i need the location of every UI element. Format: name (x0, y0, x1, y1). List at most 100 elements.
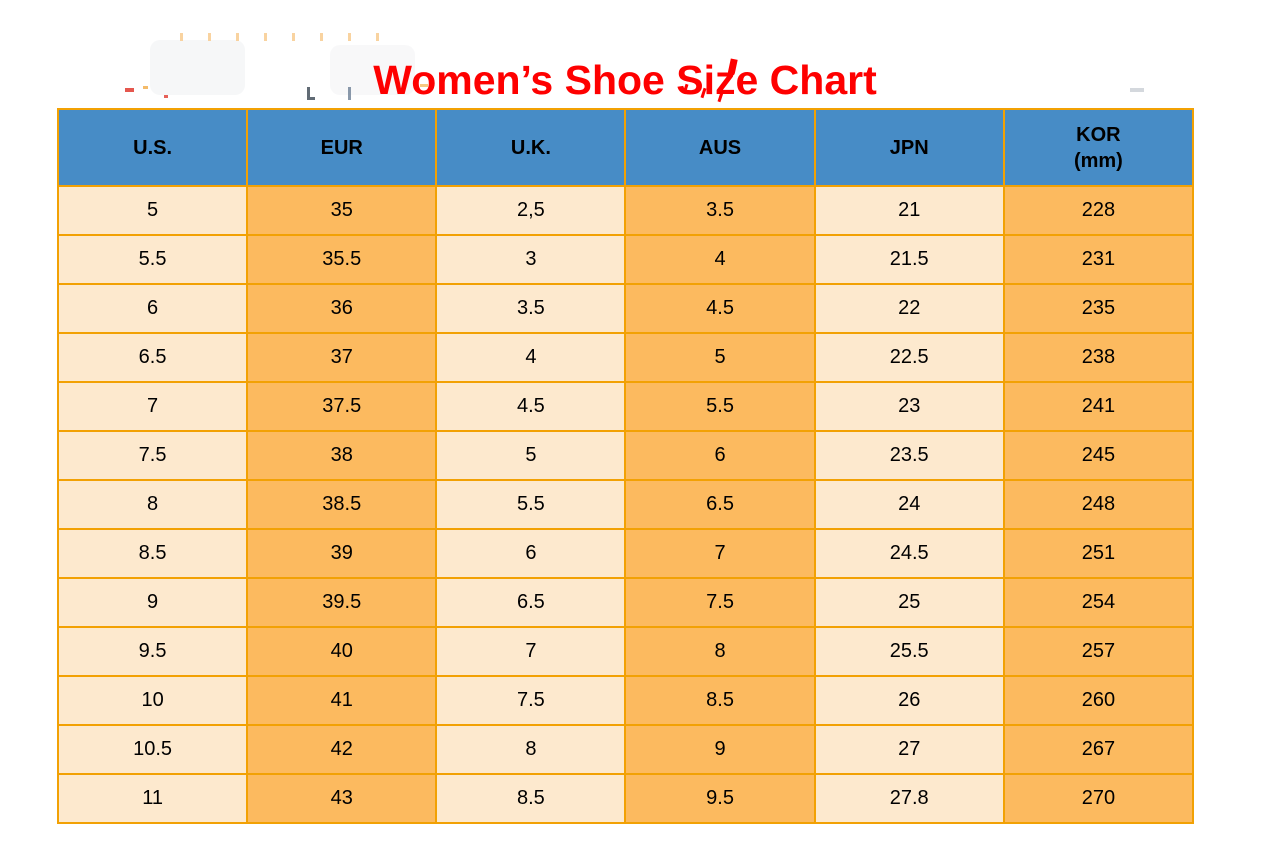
cell-uk-row3: 3.5 (435, 283, 627, 334)
table-row: 10 41 7.5 8.5 26 260 (56, 675, 1195, 726)
cell-jpn-row4: 22.5 (813, 332, 1005, 383)
cell-us-row5: 7 (56, 381, 249, 432)
cell-eur-row6: 38 (246, 430, 438, 481)
cell-us-row7: 8 (56, 479, 249, 530)
table-row: 11 43 8.5 9.5 27.8 270 (56, 773, 1195, 824)
cell-jpn-row2: 21.5 (813, 234, 1005, 285)
table-row: 8.5 39 6 7 24.5 251 (56, 528, 1195, 579)
cell-eur-row3: 36 (246, 283, 438, 334)
cell-uk-row9: 6.5 (435, 577, 627, 628)
cell-aus-row5: 5.5 (624, 381, 816, 432)
cell-eur-row2: 35.5 (246, 234, 438, 285)
cell-uk-row2: 3 (435, 234, 627, 285)
cell-uk-row4: 4 (435, 332, 627, 383)
table-row: 10.5 42 8 9 27 267 (56, 724, 1195, 775)
cell-uk-row7: 5.5 (435, 479, 627, 530)
column-header-jpn: JPN (813, 108, 1005, 187)
cell-aus-row6: 6 (624, 430, 816, 481)
cell-eur-row8: 39 (246, 528, 438, 579)
cell-kormm-row13: 270 (1002, 773, 1195, 824)
table-header: U.S. EUR U.K. AUS JPN KOR (mm) (56, 108, 1195, 187)
cell-us-row3: 6 (56, 283, 249, 334)
table-row: 7.5 38 5 6 23.5 245 (56, 430, 1195, 481)
cell-eur-row11: 41 (246, 675, 438, 726)
cell-aus-row13: 9.5 (624, 773, 816, 824)
cell-jpn-row11: 26 (813, 675, 1005, 726)
cell-uk-row10: 7 (435, 626, 627, 677)
cell-us-row13: 11 (56, 773, 249, 824)
cell-eur-row5: 37.5 (246, 381, 438, 432)
cell-jpn-row12: 27 (813, 724, 1005, 775)
cell-jpn-row9: 25 (813, 577, 1005, 628)
column-header-eur: EUR (246, 108, 438, 187)
table-row: 7 37.5 4.5 5.5 23 241 (56, 381, 1195, 432)
cell-uk-row11: 7.5 (435, 675, 627, 726)
cell-uk-row5: 4.5 (435, 381, 627, 432)
table-row: 9.5 40 7 8 25.5 257 (56, 626, 1195, 677)
cell-eur-row4: 37 (246, 332, 438, 383)
cell-eur-row12: 42 (246, 724, 438, 775)
cell-jpn-row7: 24 (813, 479, 1005, 530)
cell-aus-row8: 7 (624, 528, 816, 579)
cell-aus-row7: 6.5 (624, 479, 816, 530)
table-body: 5 35 2,5 3.5 21 228 5.5 35.5 3 4 21.5 231 6 36 3.5 4.5 2… (56, 185, 1195, 824)
cell-eur-row9: 39.5 (246, 577, 438, 628)
cell-kormm-row5: 241 (1002, 381, 1195, 432)
cell-jpn-row13: 27.8 (813, 773, 1005, 824)
cell-aus-row10: 8 (624, 626, 816, 677)
cell-aus-row9: 7.5 (624, 577, 816, 628)
cell-uk-row12: 8 (435, 724, 627, 775)
cell-kormm-row8: 251 (1002, 528, 1195, 579)
cell-us-row2: 5.5 (56, 234, 249, 285)
table-row: 9 39.5 6.5 7.5 25 254 (56, 577, 1195, 628)
cell-aus-row1: 3.5 (624, 185, 816, 236)
column-header-subline: (mm) (1073, 149, 1123, 172)
cell-uk-row6: 5 (435, 430, 627, 481)
cell-kormm-row10: 257 (1002, 626, 1195, 677)
cell-kormm-row11: 260 (1002, 675, 1195, 726)
cell-kormm-row9: 254 (1002, 577, 1195, 628)
cell-aus-row4: 5 (624, 332, 816, 383)
cell-kormm-row2: 231 (1002, 234, 1195, 285)
cell-kormm-row3: 235 (1002, 283, 1195, 334)
cell-kormm-row1: 228 (1002, 185, 1195, 236)
cell-kormm-row4: 238 (1002, 332, 1195, 383)
cell-jpn-row10: 25.5 (813, 626, 1005, 677)
table-row: 6.5 37 4 5 22.5 238 (56, 332, 1195, 383)
cell-jpn-row3: 22 (813, 283, 1005, 334)
page-title: Women’s Shoe Size Chart (373, 57, 877, 104)
cell-jpn-row5: 23 (813, 381, 1005, 432)
cell-uk-row1: 2,5 (435, 185, 627, 236)
cell-eur-row13: 43 (246, 773, 438, 824)
cell-jpn-row6: 23.5 (813, 430, 1005, 481)
cell-us-row1: 5 (56, 185, 249, 236)
cell-uk-row13: 8.5 (435, 773, 627, 824)
column-header-us: U.S. (56, 108, 249, 187)
cell-jpn-row8: 24.5 (813, 528, 1005, 579)
cell-us-row9: 9 (56, 577, 249, 628)
cell-uk-row8: 6 (435, 528, 627, 579)
cell-us-row11: 10 (56, 675, 249, 726)
cell-aus-row12: 9 (624, 724, 816, 775)
cell-kormm-row7: 248 (1002, 479, 1195, 530)
shoe-size-table: U.S. EUR U.K. AUS JPN KOR (mm) 5 35 2,5 3.5 21 228 5… (56, 108, 1195, 824)
table-row: 6 36 3.5 4.5 22 235 (56, 283, 1195, 334)
cell-eur-row10: 40 (246, 626, 438, 677)
table-row: 8 38.5 5.5 6.5 24 248 (56, 479, 1195, 530)
column-header-uk: U.K. (435, 108, 627, 187)
column-header-kormm: KOR (mm) (1002, 108, 1195, 187)
column-header-aus: AUS (624, 108, 816, 187)
table-row: 5.5 35.5 3 4 21.5 231 (56, 234, 1195, 285)
cell-us-row4: 6.5 (56, 332, 249, 383)
cell-aus-row3: 4.5 (624, 283, 816, 334)
cell-us-row6: 7.5 (56, 430, 249, 481)
shoe-size-table-container: U.S. EUR U.K. AUS JPN KOR (mm) 5 35 2,5 3.5 21 228 5… (56, 108, 1195, 824)
table-row: 5 35 2,5 3.5 21 228 (56, 185, 1195, 236)
cell-kormm-row12: 267 (1002, 724, 1195, 775)
cell-aus-row2: 4 (624, 234, 816, 285)
cell-us-row12: 10.5 (56, 724, 249, 775)
cell-us-row10: 9.5 (56, 626, 249, 677)
cell-eur-row1: 35 (246, 185, 438, 236)
cell-kormm-row6: 245 (1002, 430, 1195, 481)
speckle-artifact (180, 33, 400, 41)
